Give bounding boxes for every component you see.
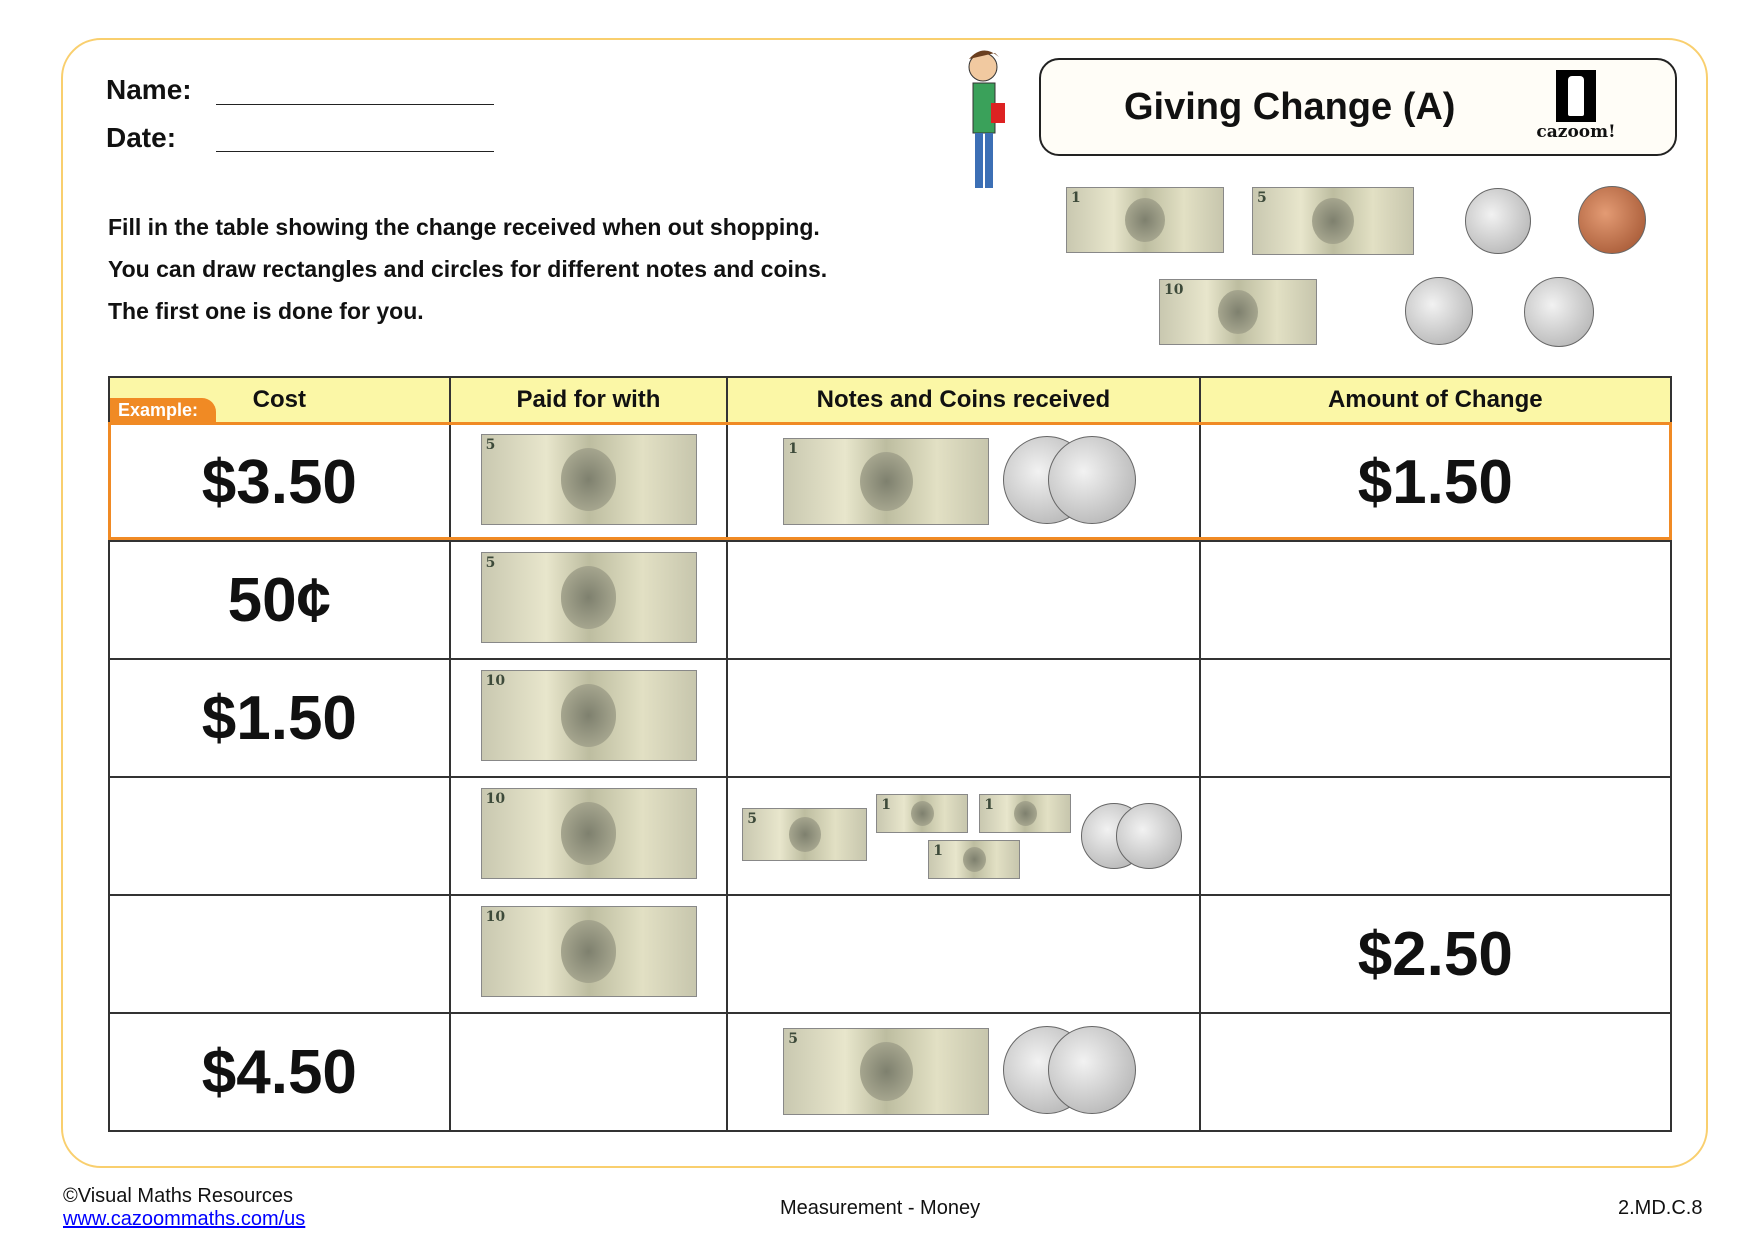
cost-cell: 50¢: [108, 540, 451, 660]
received-cell: 1: [726, 422, 1201, 542]
instruction-3: The first one is done for you.: [108, 298, 424, 324]
table-row: $1.50 10: [108, 658, 1673, 778]
page-title: Giving Change (A): [1124, 86, 1456, 128]
received-cell[interactable]: [726, 894, 1201, 1014]
cost-cell: $1.50: [108, 658, 451, 778]
note-5-dollar-icon: 5: [480, 434, 697, 525]
change-cell: $2.50: [1198, 894, 1673, 1014]
note-10-dollar-icon: 10: [1159, 279, 1317, 345]
col-paid: Paid for with: [448, 376, 729, 424]
quarter-coin-icon: [1405, 277, 1473, 345]
date-field[interactable]: [216, 151, 494, 152]
note-10-dollar-icon: 10: [480, 670, 697, 761]
cost-cell: $4.50: [108, 1012, 451, 1132]
title-box: Giving Change (A) cazoom!: [1039, 58, 1677, 156]
name-label: Name:: [106, 74, 192, 105]
received-cell[interactable]: [726, 658, 1201, 778]
paid-cell[interactable]: [448, 1012, 729, 1132]
note-1-dollar-icon: 1: [928, 840, 1021, 879]
quarter-coin-icon: [1116, 803, 1183, 869]
cazoom-logo: cazoom!: [1531, 70, 1621, 148]
quarter-coin-icon: [1048, 436, 1137, 524]
col-received: Notes and Coins received: [726, 376, 1201, 424]
date-label: Date:: [106, 122, 177, 153]
nickel-coin-icon: [1524, 277, 1594, 347]
cost-cell: $3.50: [108, 422, 451, 542]
note-10-dollar-icon: 10: [480, 788, 697, 879]
paid-cell: 10: [448, 658, 729, 778]
note-5-dollar-icon: 5: [480, 552, 697, 643]
note-1-dollar-icon: 1: [979, 794, 1072, 833]
note-5-dollar-icon: 5: [783, 1028, 990, 1115]
example-tag: Example:: [110, 398, 217, 423]
worksheet-frame: [61, 38, 1708, 1168]
note-5-dollar-icon: 5: [1252, 187, 1414, 255]
received-cell[interactable]: [726, 540, 1201, 660]
note-1-dollar-icon: 1: [1066, 187, 1224, 253]
change-cell[interactable]: [1198, 776, 1673, 896]
paid-cell: 10: [448, 776, 729, 896]
instruction-1: Fill in the table showing the change rec…: [108, 214, 820, 240]
instruction-2: You can draw rectangles and circles for …: [108, 256, 828, 282]
teacher-illustration: [968, 50, 1005, 188]
note-1-dollar-icon: 1: [876, 794, 969, 833]
change-cell: $1.50: [1198, 422, 1673, 542]
topic: Measurement - Money: [780, 1197, 981, 1219]
change-cell[interactable]: [1198, 658, 1673, 778]
col-change: Amount of Change: [1198, 376, 1673, 424]
paid-cell: 10: [448, 894, 729, 1014]
table-row: 10 $2.50: [108, 894, 1673, 1014]
change-table: Cost Paid for with Notes and Coins recei…: [108, 376, 1673, 1132]
cost-cell[interactable]: [108, 894, 451, 1014]
copyright: ©Visual Maths Resources: [63, 1185, 294, 1207]
paid-cell: 5: [448, 422, 729, 542]
penny-coin-icon: [1578, 186, 1646, 254]
cost-cell[interactable]: [108, 776, 451, 896]
paid-cell: 5: [448, 540, 729, 660]
name-field[interactable]: [216, 104, 494, 105]
received-cell: 5: [726, 1012, 1201, 1132]
quarter-coin-icon: [1048, 1026, 1137, 1114]
table-row: 10 5 1 1 1: [108, 776, 1673, 896]
standard-code: 2.MD.C.8: [1618, 1197, 1703, 1219]
dime-coin-icon: [1465, 188, 1531, 254]
note-10-dollar-icon: 10: [480, 906, 697, 997]
change-cell[interactable]: [1198, 540, 1673, 660]
table-row: 50¢ 5: [108, 540, 1673, 660]
note-5-dollar-icon: 5: [742, 808, 868, 861]
website-link[interactable]: www.cazoommaths.com/us: [63, 1208, 306, 1230]
table-row: $4.50 5: [108, 1012, 1673, 1132]
note-1-dollar-icon: 1: [783, 438, 990, 525]
example-row: $3.50 5 1 $1.50: [108, 422, 1673, 542]
change-cell[interactable]: [1198, 1012, 1673, 1132]
